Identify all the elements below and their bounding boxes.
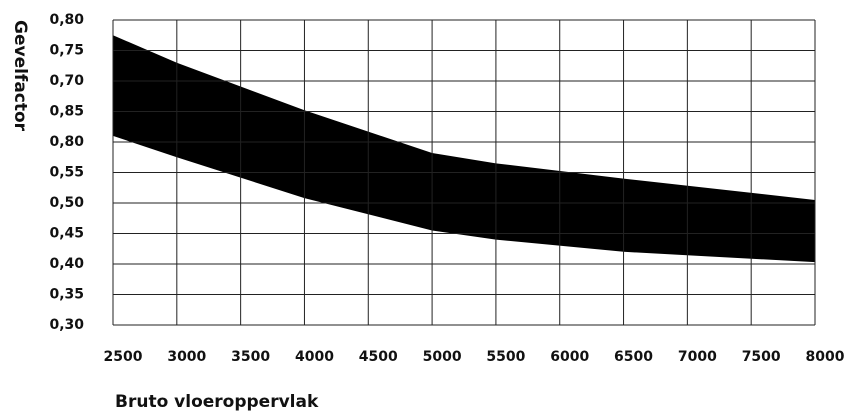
x-tick-label: 5000 xyxy=(423,349,462,365)
x-tick-label: 8000 xyxy=(806,349,845,365)
y-tick-label: 0,70 xyxy=(49,73,84,89)
x-tick-label: 5500 xyxy=(486,349,525,365)
x-tick-label: 7500 xyxy=(742,349,781,365)
y-tick-label: 0,75 xyxy=(49,43,84,59)
y-tick-label: 0,55 xyxy=(49,165,84,181)
y-tick-label: 0,80 xyxy=(49,12,84,28)
y-tick-label: 0,30 xyxy=(49,317,84,333)
x-tick-label: 6000 xyxy=(550,349,589,365)
x-tick-label: 4500 xyxy=(359,349,398,365)
y-tick-label: 0,35 xyxy=(49,287,84,303)
x-tick-label: 6500 xyxy=(614,349,653,365)
x-tick-label: 4000 xyxy=(295,349,334,365)
x-axis-label: Bruto vloeroppervlak xyxy=(115,392,319,412)
x-tick-label: 3000 xyxy=(167,349,206,365)
x-tick-label: 2500 xyxy=(104,349,143,365)
y-tick-label: 0,80 xyxy=(49,134,84,150)
y-tick-label: 0,45 xyxy=(49,226,84,242)
x-tick-label: 7000 xyxy=(678,349,717,365)
x-tick-label: 3500 xyxy=(231,349,270,365)
y-tick-label: 0,50 xyxy=(49,195,84,211)
y-axis-label: Gevelfactor xyxy=(10,20,30,132)
band xyxy=(113,35,815,263)
y-tick-label: 0,85 xyxy=(49,104,84,120)
y-tick-label: 0,40 xyxy=(49,256,84,272)
